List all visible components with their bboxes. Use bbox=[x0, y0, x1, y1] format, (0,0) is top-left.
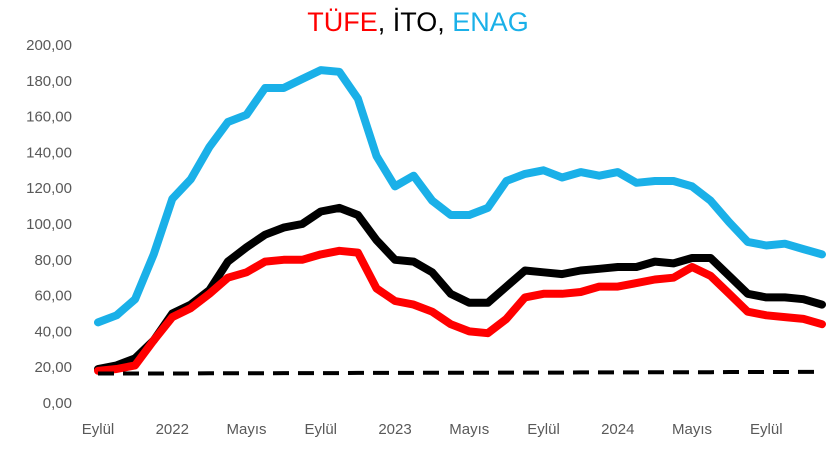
y-tick-label: 20,00 bbox=[34, 359, 72, 376]
series-line-reference-dashed bbox=[98, 369, 822, 376]
y-tick-label: 140,00 bbox=[26, 144, 72, 161]
x-tick-label: 2024 bbox=[601, 421, 634, 438]
y-tick-label: 0,00 bbox=[43, 395, 72, 412]
y-tick-label: 200,00 bbox=[26, 37, 72, 54]
x-tick-label: Eylül bbox=[527, 421, 560, 438]
y-tick-label: 60,00 bbox=[34, 288, 72, 305]
y-tick-label: 40,00 bbox=[34, 323, 72, 340]
chart-title-ito: , İTO, bbox=[377, 7, 453, 37]
chart-title-enag: ENAG bbox=[452, 7, 529, 37]
series-line-t-fe bbox=[94, 246, 826, 375]
x-tick-label: Mayıs bbox=[672, 421, 712, 438]
y-tick-label: 80,00 bbox=[34, 252, 72, 269]
series-line-i-to bbox=[94, 203, 826, 373]
x-tick-label: Mayıs bbox=[227, 421, 267, 438]
y-tick-label: 100,00 bbox=[26, 216, 72, 233]
y-tick-label: 120,00 bbox=[26, 180, 72, 197]
x-tick-label: 2022 bbox=[156, 421, 189, 438]
series-line-enag bbox=[94, 66, 826, 327]
x-tick-label: 2023 bbox=[378, 421, 411, 438]
chart-title: TÜFE, İTO, ENAG bbox=[0, 4, 836, 40]
chart-title-tufe: TÜFE bbox=[307, 7, 378, 37]
x-tick-label: Eylül bbox=[305, 421, 338, 438]
y-tick-label: 160,00 bbox=[26, 109, 72, 126]
x-tick-label: Eylül bbox=[750, 421, 783, 438]
x-tick-label: Eylül bbox=[82, 421, 115, 438]
x-tick-label: Mayıs bbox=[449, 421, 489, 438]
y-tick-label: 180,00 bbox=[26, 73, 72, 90]
